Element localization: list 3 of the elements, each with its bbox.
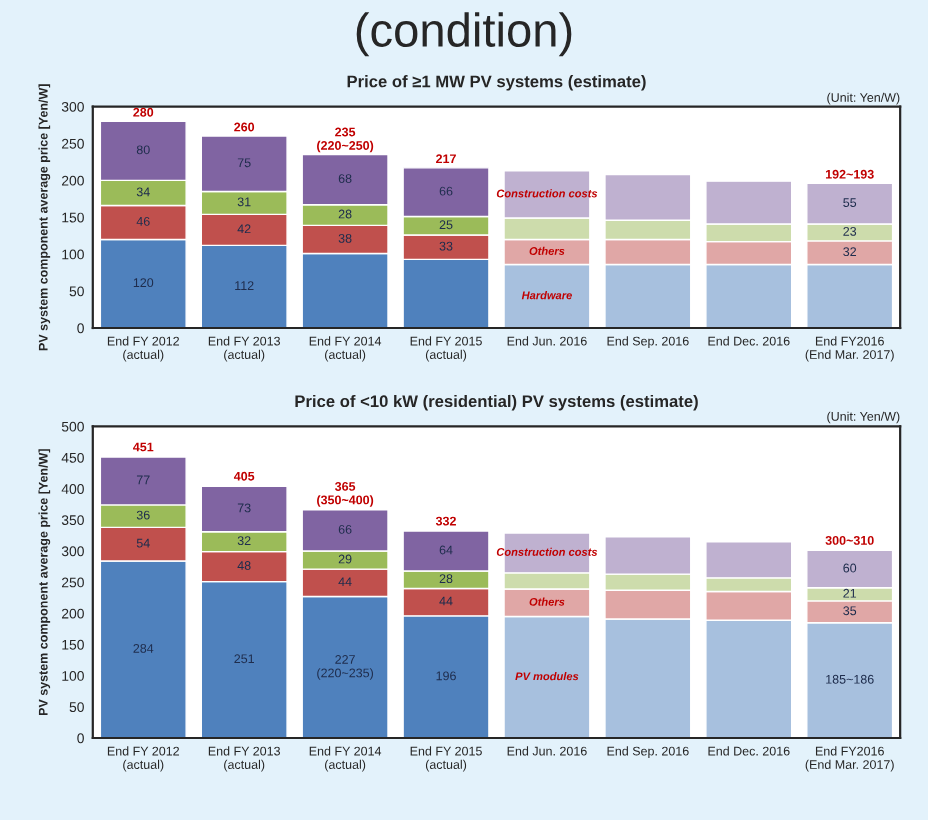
chart-title: Price of <10 kW (residential) PV systems (estimate) [295,394,698,411]
chart-title: Price of ≥1 MW PV systems (estimate) [347,75,646,91]
chart-subtitle: (condition) [356,12,572,57]
